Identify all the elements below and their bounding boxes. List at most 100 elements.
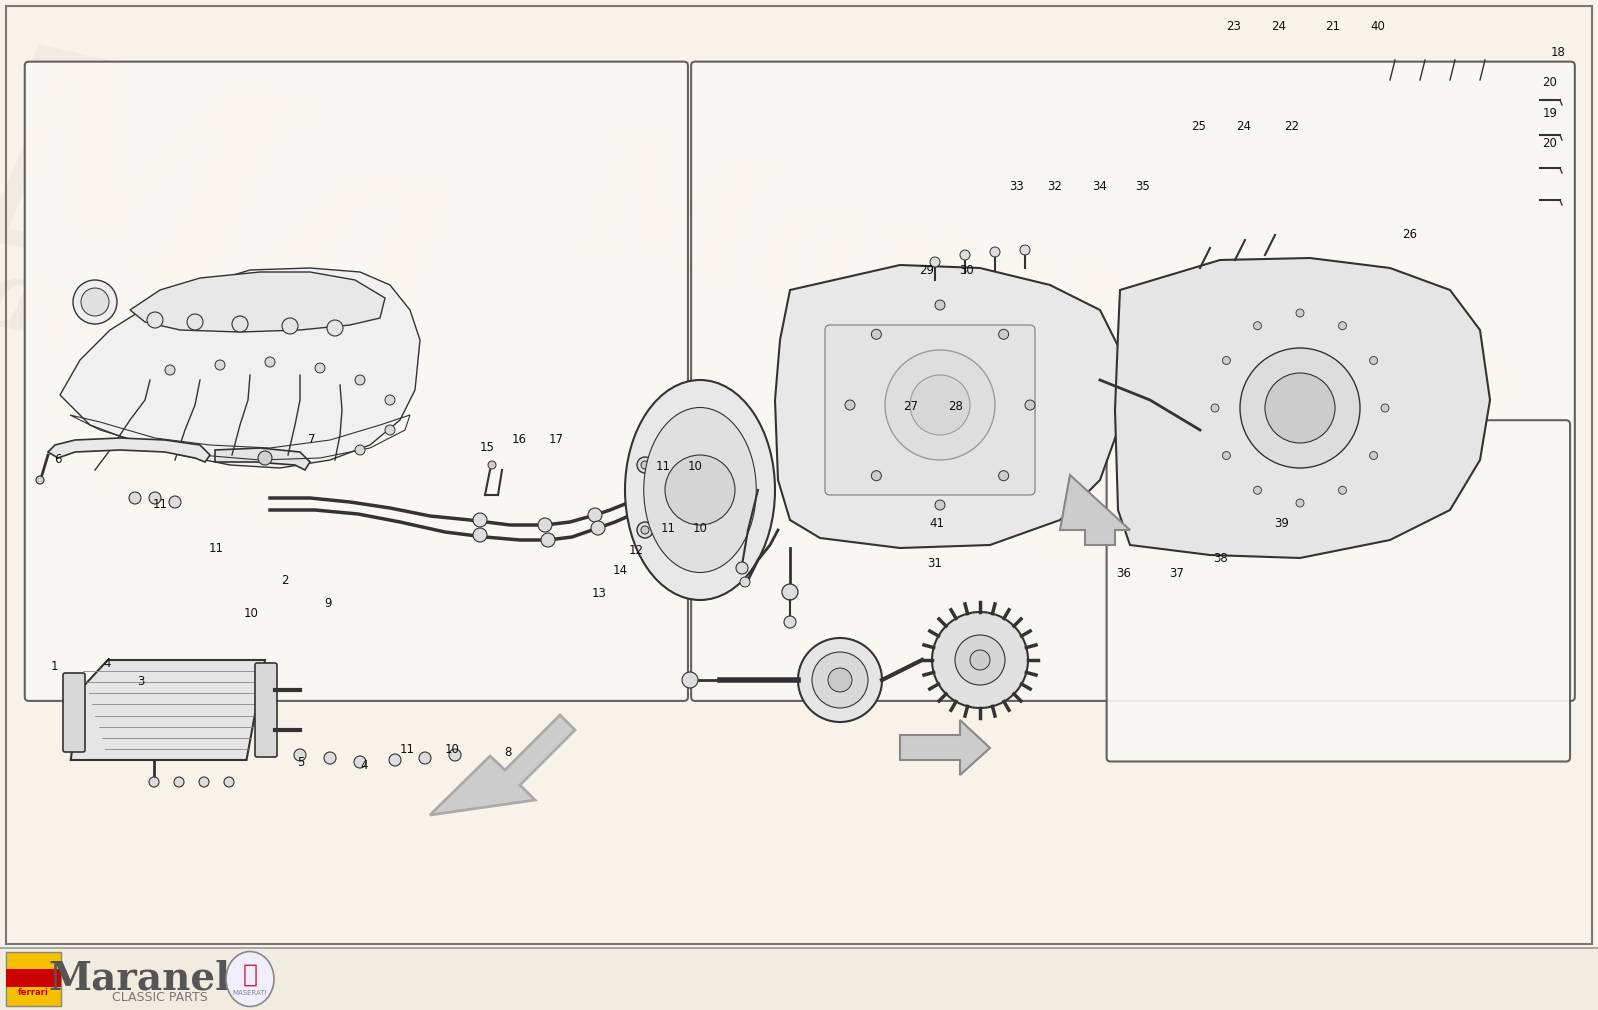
Polygon shape [61,268,420,468]
Text: r: r [101,233,299,527]
Circle shape [355,445,364,455]
Circle shape [682,672,698,688]
Text: 41: 41 [928,517,944,529]
Text: 20: 20 [1542,77,1558,89]
Bar [0,948,1598,1010]
Circle shape [473,513,487,527]
Text: PARTS: PARTS [88,439,313,540]
Circle shape [935,300,944,310]
Text: 11: 11 [400,743,415,755]
Ellipse shape [625,380,775,600]
Circle shape [1381,404,1389,412]
Circle shape [174,777,184,787]
Text: 2: 2 [281,575,288,587]
Circle shape [37,476,45,484]
Circle shape [81,288,109,316]
Ellipse shape [225,951,273,1007]
Circle shape [812,652,868,708]
Circle shape [74,280,117,324]
Text: 9: 9 [324,598,331,610]
Text: 34: 34 [1091,181,1107,193]
Circle shape [797,638,882,722]
Circle shape [1339,322,1347,329]
Circle shape [909,375,970,435]
Text: 27: 27 [903,400,919,412]
Text: 20: 20 [1542,137,1558,149]
Text: 10: 10 [687,461,703,473]
Text: 14: 14 [612,565,628,577]
Circle shape [781,584,797,600]
Text: Maranello: Maranello [0,226,431,434]
Circle shape [149,492,161,504]
Circle shape [785,616,796,628]
Circle shape [385,425,395,435]
Circle shape [871,471,882,481]
Text: 24: 24 [1235,120,1251,132]
Text: 33: 33 [1008,181,1024,193]
Circle shape [588,508,602,522]
FancyBboxPatch shape [825,325,1036,495]
Circle shape [1020,245,1031,255]
FancyBboxPatch shape [1106,420,1571,762]
Text: Ma: Ma [0,27,486,392]
Text: 4: 4 [361,760,368,772]
Circle shape [845,400,855,410]
Circle shape [257,451,272,465]
Text: 5: 5 [297,756,304,769]
Circle shape [1024,400,1036,410]
Polygon shape [129,272,385,332]
Text: 13: 13 [591,588,607,600]
Circle shape [1253,486,1261,494]
Circle shape [1369,451,1377,460]
Text: 23: 23 [1226,20,1242,32]
Polygon shape [1115,258,1489,558]
Circle shape [200,777,209,787]
Text: 11: 11 [208,542,224,554]
Circle shape [956,635,1005,685]
Circle shape [1339,486,1347,494]
Text: CLASSIC PARTS: CLASSIC PARTS [112,991,208,1004]
Circle shape [999,471,1008,481]
Text: PARTS: PARTS [912,465,1206,596]
Text: 31: 31 [927,558,943,570]
Circle shape [828,668,852,692]
Text: ferrari: ferrari [18,988,48,997]
Circle shape [932,612,1028,708]
Text: 22: 22 [1283,120,1299,132]
Circle shape [1369,357,1377,365]
Text: 𝚿: 𝚿 [243,963,257,987]
Polygon shape [430,715,575,815]
Circle shape [539,518,551,532]
Circle shape [129,492,141,504]
Text: Maranello: Maranello [48,960,272,998]
Circle shape [885,350,996,460]
FancyBboxPatch shape [62,673,85,752]
Text: CLASSIC: CLASSIC [53,373,347,488]
Circle shape [281,318,297,334]
Circle shape [641,461,649,469]
Bar [6,969,61,987]
Circle shape [355,375,364,385]
Circle shape [665,454,735,525]
Polygon shape [775,265,1120,548]
Circle shape [970,650,991,670]
Polygon shape [70,660,265,760]
Circle shape [935,500,944,510]
Text: 39: 39 [1274,517,1290,529]
Circle shape [638,457,654,473]
Text: 37: 37 [1168,568,1184,580]
Text: 32: 32 [1047,181,1063,193]
Circle shape [960,250,970,260]
Circle shape [165,365,176,375]
Text: 3: 3 [137,676,144,688]
Circle shape [1222,451,1230,460]
Circle shape [315,363,324,373]
Text: 8: 8 [505,746,511,759]
Circle shape [328,320,344,336]
Circle shape [999,329,1008,339]
Circle shape [169,496,181,508]
Circle shape [668,461,676,469]
Text: 38: 38 [1213,552,1229,565]
Text: 11: 11 [660,522,676,534]
Text: 17: 17 [548,433,564,445]
